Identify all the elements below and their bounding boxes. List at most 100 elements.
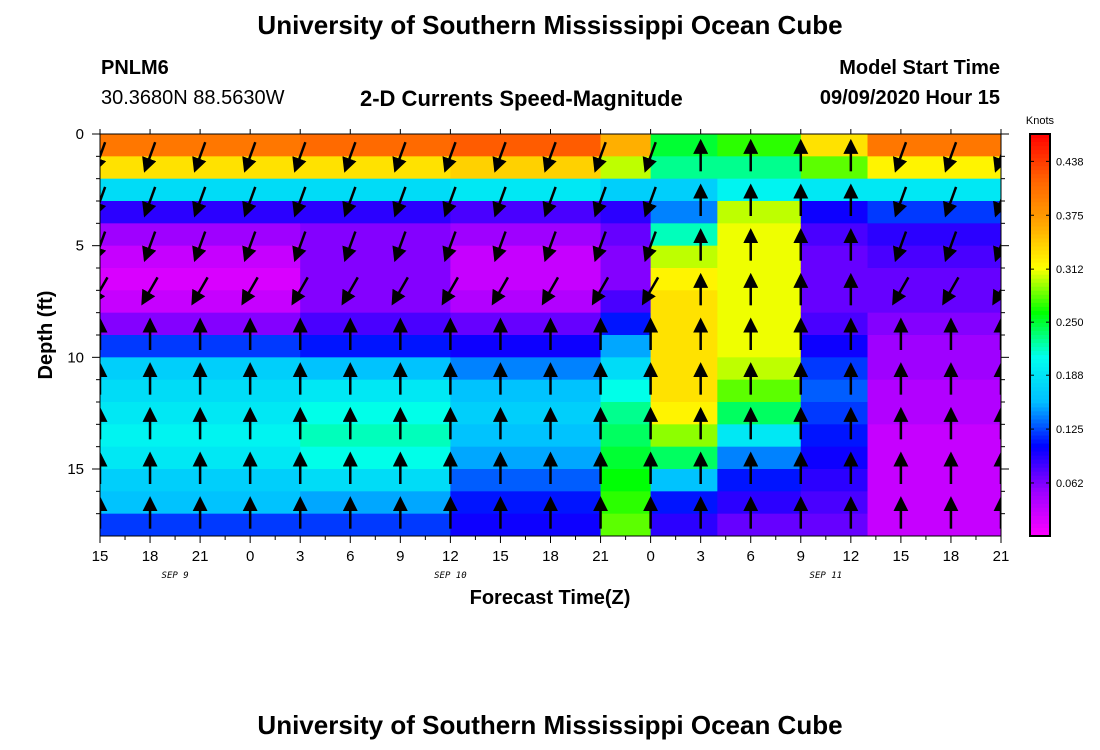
x-tick-label: 15 xyxy=(893,548,910,565)
vector-arrow-h5-d1 xyxy=(342,186,357,218)
heat-cell-c7-l14 xyxy=(867,446,1001,470)
heat-cell-c7-l0 xyxy=(867,134,1001,157)
vector-arrow-h1-d3 xyxy=(141,276,159,306)
heat-cell-c6-l6 xyxy=(800,268,869,291)
colorbar-segment xyxy=(1030,246,1050,252)
vector-arrow-h7-d3 xyxy=(441,276,459,306)
heat-cell-c4-l6 xyxy=(650,268,718,291)
vector-arrow-h16-d2 xyxy=(892,231,908,263)
vector-arrow-h3-d1 xyxy=(242,186,257,218)
heat-cell-c4-l9 xyxy=(650,335,718,358)
vector-arrow-h18-d1 xyxy=(993,197,1001,218)
vector-arrow-h8-d2 xyxy=(492,231,507,263)
heat-cell-c7-l5 xyxy=(867,245,1001,269)
colorbar-segment xyxy=(1030,403,1050,408)
heat-cell-c2-l3 xyxy=(450,201,602,224)
colorbar-segment xyxy=(1030,463,1050,469)
colorbar-segment xyxy=(1030,395,1050,400)
heat-cell-c7-l8 xyxy=(867,312,1001,336)
heat-cell-c4-l8 xyxy=(650,312,718,336)
colorbar-segment xyxy=(1030,214,1050,220)
heat-cell-c2-l2 xyxy=(450,178,602,202)
colorbar-frame xyxy=(1029,133,1051,537)
vector-arrow-h6-d1 xyxy=(392,186,407,218)
heat-cell-c4-l3 xyxy=(650,201,718,224)
heat-cell-c1-l13 xyxy=(300,424,451,448)
heat-cell-c7-l1 xyxy=(867,156,1001,180)
heat-cell-c5-l4 xyxy=(717,223,802,247)
heat-cell-c3-l7 xyxy=(600,290,652,314)
heat-cell-c6-l0 xyxy=(800,134,869,157)
heat-cell-c1-l3 xyxy=(300,201,451,224)
vector-arrow-h1-d2 xyxy=(142,231,157,263)
colorbar-segment xyxy=(1030,222,1050,228)
vector-arrow-h4-d1 xyxy=(292,186,307,218)
colorbar-segment xyxy=(1030,162,1050,167)
x-tick-label: 18 xyxy=(943,548,960,565)
vector-arrow-h2-d3 xyxy=(191,276,209,306)
colorbar-segment xyxy=(1030,495,1050,501)
heat-cell-c3-l10 xyxy=(600,357,652,381)
colorbar-segment xyxy=(1030,339,1050,344)
vector-arrow-h18-d3 xyxy=(992,287,1001,306)
heat-cell-c1-l8 xyxy=(300,312,451,336)
colorbar-segment xyxy=(1030,242,1050,248)
model-start-value: 09/09/2020 Hour 15 xyxy=(819,87,1000,109)
heat-cell-c0-l6 xyxy=(100,268,301,291)
colorbar-segment xyxy=(1030,314,1050,320)
heat-cell-c5-l12 xyxy=(717,402,802,425)
colorbar-segment xyxy=(1030,194,1050,199)
x-tick-label: 3 xyxy=(696,548,704,565)
heat-cell-c7-l10 xyxy=(867,357,1001,381)
heat-cell-c2-l5 xyxy=(450,245,602,269)
vector-arrow-h4-d3 xyxy=(291,276,309,306)
colorbar-segment xyxy=(1030,335,1050,340)
colorbar-segment xyxy=(1030,146,1050,151)
heat-cell-c0-l2 xyxy=(100,178,301,202)
colorbar-segment xyxy=(1030,190,1050,195)
vector-arrow-h16-d0 xyxy=(892,141,908,173)
heat-cell-c6-l11 xyxy=(800,379,869,403)
colorbar-segment xyxy=(1030,198,1050,203)
colorbar-segment xyxy=(1030,266,1050,272)
x-tick-label: 12 xyxy=(842,548,859,565)
colorbar-segment xyxy=(1030,186,1050,191)
vector-arrow-h2-d1 xyxy=(192,186,207,218)
vector-arrow-h9-d3 xyxy=(541,276,560,306)
heat-cell-c7-l11 xyxy=(867,379,1001,403)
heat-cell-c5-l7 xyxy=(717,290,802,314)
heat-cell-c6-l2 xyxy=(800,178,869,202)
heat-cell-c2-l16 xyxy=(450,491,602,515)
heat-cell-c3-l4 xyxy=(600,223,652,247)
heat-cell-c5-l2 xyxy=(717,178,802,202)
heat-cell-c5-l6 xyxy=(717,268,802,291)
vector-arrow-h10-d1 xyxy=(592,186,607,218)
colorbar-segment xyxy=(1030,343,1050,348)
heat-cell-c1-l14 xyxy=(300,446,451,470)
heat-cell-c1-l5 xyxy=(300,245,451,269)
heat-cell-c3-l6 xyxy=(600,268,652,291)
vector-arrow-h16-d1 xyxy=(892,186,908,218)
heat-cell-c3-l16 xyxy=(600,491,652,515)
x-tick-label: 9 xyxy=(797,548,805,565)
heat-cell-c3-l17 xyxy=(600,513,652,536)
vector-arrow-h9-d2 xyxy=(542,231,557,263)
x-tick-label: 21 xyxy=(192,548,209,565)
vector-arrow-h6-d0 xyxy=(392,141,407,173)
colorbar: 0.438 0.375 0.312 0.250 0.188 0.125 0.062 xyxy=(1029,133,1084,537)
colorbar-segment xyxy=(1030,487,1050,493)
heat-cell-c2-l12 xyxy=(450,402,602,425)
heat-cell-c3-l5 xyxy=(600,245,652,269)
colorbar-segment xyxy=(1030,499,1050,505)
heat-cell-c4-l10 xyxy=(650,357,718,381)
colorbar-segment xyxy=(1030,270,1050,276)
colorbar-segment xyxy=(1030,415,1050,421)
heat-cell-c6-l1 xyxy=(800,156,869,180)
heat-cell-c4-l5 xyxy=(650,245,718,269)
colorbar-segment xyxy=(1030,475,1050,481)
colorbar-segment xyxy=(1030,491,1050,497)
x-tick-label: 9 xyxy=(396,548,404,565)
heat-cell-c3-l11 xyxy=(600,379,652,403)
colorbar-segment xyxy=(1030,355,1050,360)
heat-cell-c0-l1 xyxy=(100,156,301,180)
